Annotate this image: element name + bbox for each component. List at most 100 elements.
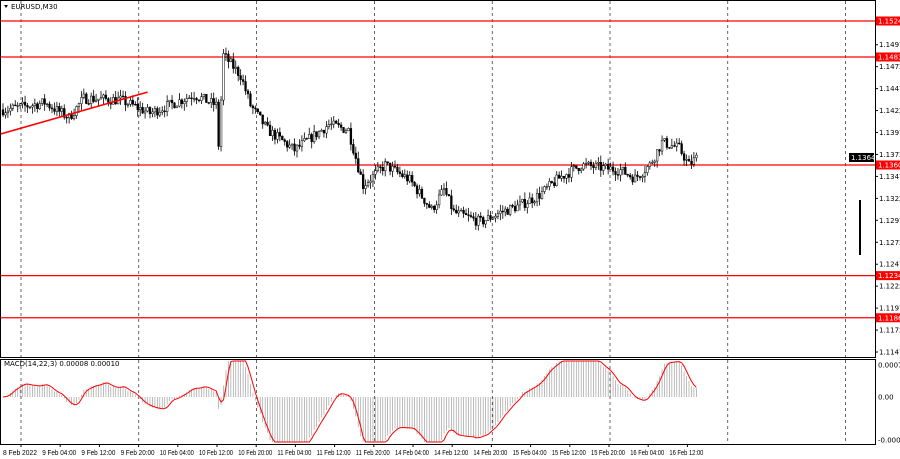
candle-body <box>16 105 19 107</box>
candle-body <box>72 115 76 120</box>
candle-body <box>65 116 68 119</box>
candle-body <box>315 131 318 138</box>
candle-body <box>339 124 343 128</box>
candle-body <box>210 98 213 103</box>
price-level-label: 1.1234 <box>878 272 900 280</box>
x-tick-label: 15 Feb 04:00 <box>513 450 547 457</box>
candle-body <box>31 105 34 108</box>
candle-body <box>254 107 257 110</box>
candle-body <box>14 104 17 107</box>
x-tick-label: 10 Feb 20:00 <box>238 450 272 457</box>
candle-body <box>374 170 377 175</box>
candle-body <box>308 134 311 139</box>
candle-body <box>85 93 88 104</box>
candle-body <box>509 205 512 215</box>
candle-body <box>26 105 29 108</box>
candle-body <box>317 131 321 138</box>
candle-body <box>173 102 176 109</box>
candle-body <box>9 108 12 112</box>
candle-body <box>131 100 134 105</box>
x-tick-label: 14 Feb 20:00 <box>473 450 507 457</box>
candle-body <box>665 138 669 148</box>
candle-body <box>342 127 345 133</box>
candle-body <box>526 203 529 208</box>
candle-body <box>638 176 642 178</box>
candle-body <box>124 96 127 106</box>
scale-marker <box>859 200 861 255</box>
candle-body <box>222 53 225 101</box>
candle-body <box>511 205 514 207</box>
candle-body <box>175 105 179 109</box>
candle-body <box>467 214 470 216</box>
candle-body <box>479 215 482 218</box>
candle-body <box>455 209 458 214</box>
candle-body <box>678 142 681 145</box>
candle-body <box>23 101 27 106</box>
candle-body <box>337 123 340 126</box>
candle-body <box>567 174 571 178</box>
main-chart-frame <box>0 0 876 358</box>
candle-body <box>695 154 698 159</box>
x-tick-label: 15 Feb 12:00 <box>552 450 586 457</box>
candle-body <box>457 210 460 214</box>
candle-body <box>469 215 473 217</box>
candle-body <box>531 197 534 204</box>
candle-body <box>202 93 206 97</box>
candle-body <box>77 103 81 107</box>
candle-body <box>381 166 384 172</box>
candle-body <box>195 98 198 101</box>
candle-body <box>82 93 85 98</box>
candle-body <box>611 166 615 172</box>
macd-title: MACD(14,22,3) 0.00008 0.00010 <box>4 360 120 368</box>
candle-body <box>99 97 103 100</box>
candle-body <box>48 103 51 109</box>
candle-body <box>313 131 316 143</box>
candle-body <box>540 191 544 199</box>
candle-body <box>545 186 549 188</box>
candle-body <box>239 75 242 80</box>
candle-body <box>386 161 389 164</box>
candle-body <box>472 216 475 219</box>
price-level-tag <box>876 313 900 323</box>
candle-body <box>151 111 154 115</box>
price-level-tag <box>876 160 900 170</box>
candle-body <box>396 166 399 173</box>
price-level-tag <box>876 52 900 62</box>
candle-body <box>641 176 644 178</box>
current-price-label: 1.1364 <box>851 154 876 162</box>
candle-body <box>183 101 186 104</box>
candle-body <box>486 215 490 221</box>
candle-body <box>188 97 191 99</box>
candle-body <box>452 208 455 211</box>
current-price-tag <box>849 152 874 162</box>
trendline <box>0 91 148 135</box>
symbol-title[interactable]: EURUSD,M30 <box>4 3 58 11</box>
candle-body <box>87 103 90 105</box>
candle-body <box>268 124 272 136</box>
candle-body <box>450 195 453 209</box>
candle-body <box>166 101 169 112</box>
candle-body <box>347 128 350 131</box>
candle-body <box>555 174 558 186</box>
dropdown-triangle-icon[interactable] <box>4 5 8 8</box>
candle-body <box>170 99 174 104</box>
candle-body <box>572 165 576 167</box>
x-tick-label: 10 Feb 04:00 <box>160 450 194 457</box>
candle-body <box>602 165 605 171</box>
y-tick-label: 1.1297 <box>879 217 900 225</box>
candle-body <box>435 204 438 210</box>
candle-body <box>219 99 223 147</box>
candle-body <box>33 103 37 106</box>
x-tick-label: 9 Feb 04:00 <box>42 450 76 457</box>
candle-body <box>582 163 585 170</box>
y-tick-label: 1.1322 <box>879 195 900 203</box>
candle-body <box>19 103 22 106</box>
candle-body <box>237 66 240 76</box>
candle-body <box>141 107 144 114</box>
y-tick-label: 1.1172 <box>879 327 900 335</box>
candle-body <box>325 126 328 134</box>
candle-body <box>366 182 370 186</box>
